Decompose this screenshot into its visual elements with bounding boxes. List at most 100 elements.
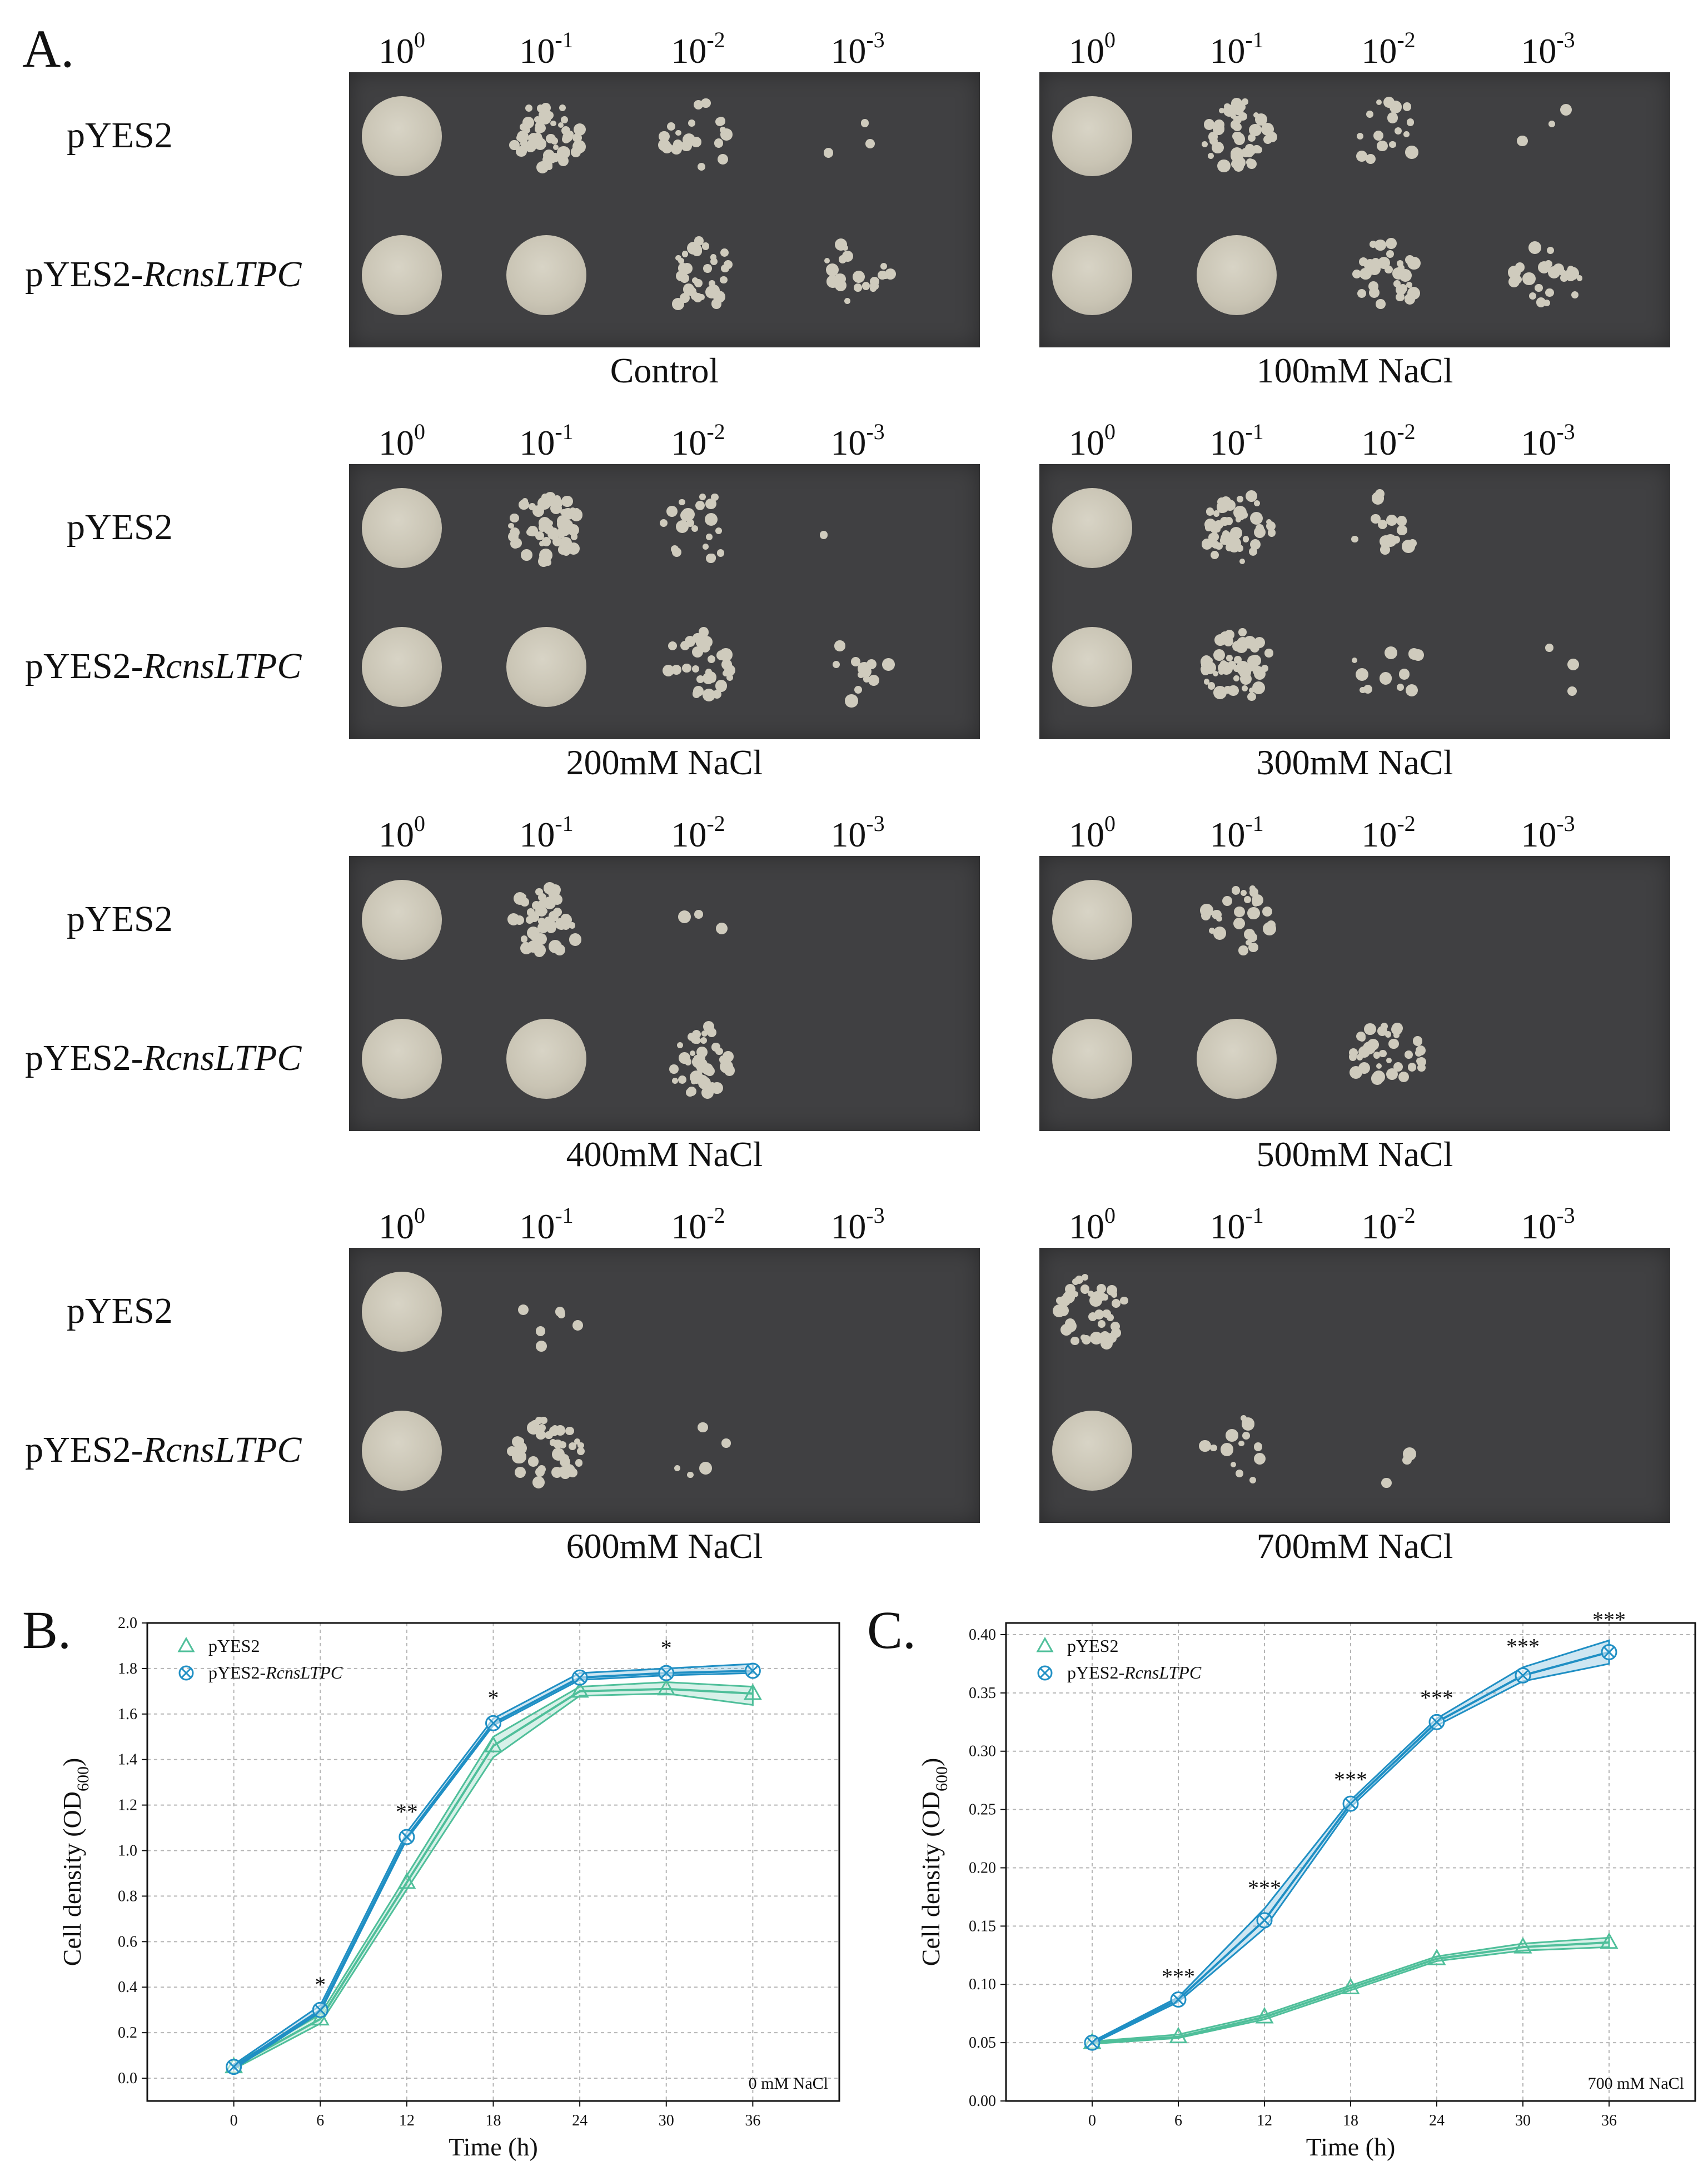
data-point-circle-x [1342,1795,1359,1812]
dilution-label: 10-2 [643,421,754,461]
yeast-colony [1208,533,1217,542]
y-tick-label: 0.20 [969,1859,996,1876]
yeast-colony [1385,1031,1392,1038]
dilution-base: 10 [1069,423,1104,462]
yeast-colony [522,117,534,128]
yeast-colony [560,1469,570,1480]
yeast-colony [1377,140,1388,152]
x-tick-label: 36 [745,2112,760,2129]
yeast-colony [562,132,573,142]
yeast-colony [880,263,887,270]
dilution-exponent: -3 [1556,1203,1575,1228]
yeast-colony [714,138,724,148]
yeast-colony [542,150,555,162]
x-tick-label: 0 [1088,2112,1096,2129]
y-label-end: ) [58,1758,86,1766]
yeast-colony [577,1447,585,1455]
yeast-colony [1252,899,1259,907]
yeast-colony [1241,685,1248,691]
legend-marker-cross [181,1667,192,1679]
yeast-colony [1366,111,1373,118]
yeast-colony [870,285,877,292]
yeast-colony [552,1448,559,1455]
dilution-base: 10 [830,815,867,854]
yeast-colony [1222,530,1230,539]
strain-name: pYES2 [67,507,173,547]
legend-marker-cross [1039,1667,1050,1679]
dilution-label: 10-3 [1492,813,1604,853]
data-point-triangle [657,1679,676,1696]
agar-plate [1039,1248,1670,1523]
strain-label: pYES2-RcnsLTPC [25,1040,301,1077]
dilution-label: 10-1 [491,813,602,853]
yeast-colony [711,298,722,310]
yeast-colony [1233,675,1239,681]
yeast-colony [547,520,553,526]
dilution-label: 100 [346,421,457,461]
yeast-colony [678,263,689,273]
yeast-colony [723,131,730,138]
yeast-colony [868,675,879,686]
dilution-exponent: -2 [706,419,725,444]
yeast-colony [675,130,681,136]
yeast-colony [575,1459,583,1467]
yeast-colony [1547,246,1555,254]
yeast-spot [1197,1019,1277,1099]
yeast-colony [1253,112,1259,118]
x-tick-label: 6 [316,2112,324,2129]
x-tick-label: 24 [1429,2112,1445,2129]
yeast-colony [1392,1023,1403,1034]
yeast-colony [671,1078,678,1084]
yeast-colony [508,523,514,529]
strain-label: pYES2 [67,901,173,938]
yeast-colony [1206,666,1213,673]
condition-annotation: 0 mM NaCl [749,2074,828,2093]
yeast-colony [1393,1032,1400,1038]
data-point-circle-x [658,1665,675,1681]
yeast-colony [842,245,848,251]
dilution-exponent: 0 [414,419,425,444]
condition-label: 400mM NaCl [566,1134,763,1174]
dilution-base: 10 [1521,31,1557,71]
dilution-base: 10 [1069,1207,1104,1246]
yeast-colony [550,1439,557,1446]
yeast-colony [715,680,727,692]
yeast-colony [707,1028,717,1037]
dilution-label: 100 [1037,813,1148,853]
yeast-colony [690,1035,700,1044]
yeast-colony [1364,1023,1376,1035]
yeast-colony [520,935,528,943]
yeast-colony [1396,683,1404,691]
yeast-colony [1208,927,1215,934]
condition-label: 500mM NaCl [1256,1134,1453,1174]
yeast-colony [1266,521,1276,531]
yeast-colony [1250,512,1263,525]
yeast-colony [1349,1048,1358,1058]
strain-label: pYES2-RcnsLTPC [25,1432,301,1468]
dilution-label: 10-2 [643,29,754,69]
yeast-colony [686,286,697,297]
yeast-colony [569,1442,576,1451]
yeast-colony [692,665,700,673]
marker-cross [1172,1994,1184,2005]
y-tick-label: 0.00 [969,2093,996,2110]
dilution-base: 10 [379,815,414,854]
agar-plate [1039,72,1670,347]
yeast-colony [574,123,586,136]
legend-label: pYES2-RcnsLTPC [1067,1662,1202,1682]
yeast-spot [1197,235,1277,315]
yeast-colony [703,264,712,273]
yeast-colony [1233,505,1247,519]
yeast-colony [1529,292,1537,300]
yeast-colony [1199,1440,1211,1452]
yeast-colony [1088,1290,1094,1297]
strain-label: pYES2-RcnsLTPC [25,648,301,685]
yeast-colony [574,508,580,515]
yeast-colony [540,1416,547,1425]
yeast-colony [860,118,869,127]
yeast-colony [692,646,704,658]
legend-label: pYES2 [208,1636,260,1656]
yeast-spot [506,1019,586,1099]
yeast-colony [1406,684,1418,696]
yeast-colony [679,1052,690,1064]
